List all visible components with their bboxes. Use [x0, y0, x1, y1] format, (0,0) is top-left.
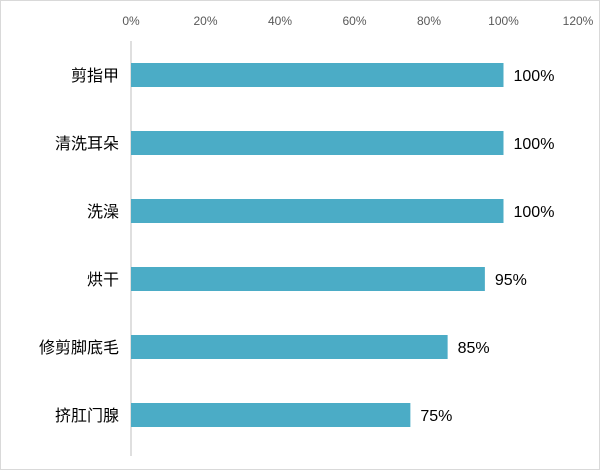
category-label: 洗澡	[87, 203, 119, 221]
bar	[131, 335, 448, 359]
data-label: 100%	[514, 136, 555, 153]
x-tick-label: 0%	[122, 14, 140, 28]
bar	[131, 63, 504, 87]
category-label: 清洗耳朵	[55, 135, 119, 153]
category-label: 剪指甲	[71, 67, 119, 85]
bar	[131, 267, 485, 291]
bar	[131, 403, 411, 427]
data-label: 95%	[495, 272, 527, 289]
data-label: 85%	[458, 340, 490, 357]
x-tick-label: 40%	[268, 14, 292, 28]
category-label: 烘干	[87, 271, 119, 289]
bar	[131, 199, 504, 223]
bar	[131, 131, 504, 155]
category-label: 修剪脚底毛	[39, 339, 119, 357]
data-label: 100%	[514, 68, 555, 85]
x-axis-ticks: 0% 20% 40% 60% 80% 100% 120%	[122, 14, 593, 28]
x-tick-label: 20%	[193, 14, 217, 28]
data-label: 75%	[420, 408, 452, 425]
data-labels: 100% 100% 100% 95% 85% 75%	[420, 68, 554, 425]
x-tick-label: 60%	[342, 14, 366, 28]
data-label: 100%	[514, 204, 555, 221]
bars-group	[131, 63, 504, 427]
x-tick-label: 120%	[563, 14, 594, 28]
x-tick-label: 100%	[488, 14, 519, 28]
category-label: 挤肛门腺	[55, 407, 119, 425]
x-tick-label: 80%	[417, 14, 441, 28]
